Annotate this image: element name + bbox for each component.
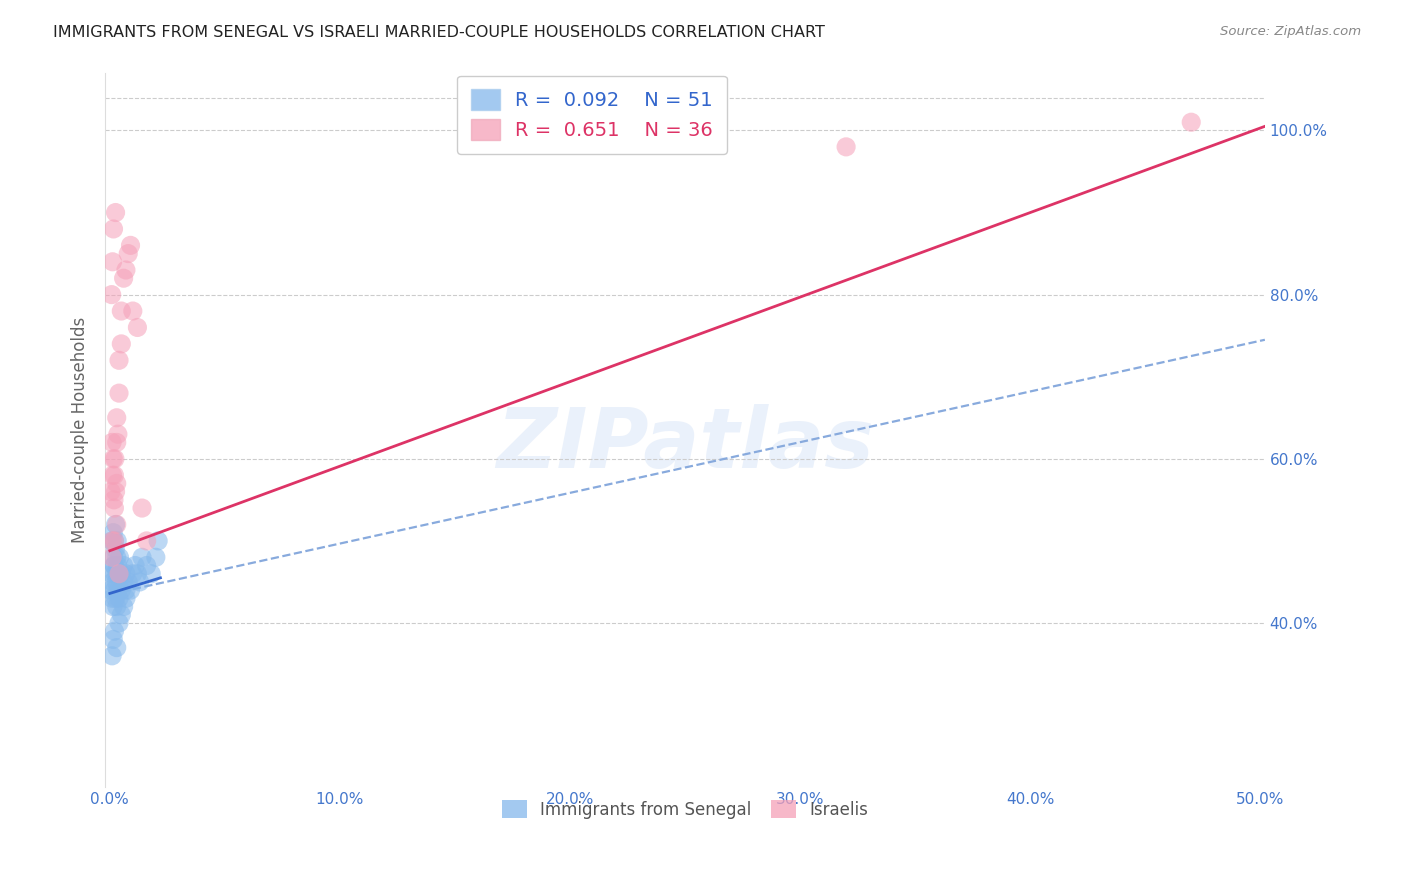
Point bbox=[100, 583, 122, 598]
Point bbox=[107, 583, 129, 598]
Point bbox=[101, 574, 124, 589]
Point bbox=[112, 599, 135, 614]
Point bbox=[108, 353, 131, 368]
Point bbox=[145, 550, 167, 565]
Point bbox=[101, 648, 124, 663]
Point bbox=[104, 451, 127, 466]
Point bbox=[112, 574, 135, 589]
Point bbox=[104, 517, 127, 532]
Point bbox=[135, 533, 157, 548]
Point bbox=[103, 222, 125, 236]
Point bbox=[115, 263, 138, 277]
Point bbox=[1180, 115, 1202, 129]
Point bbox=[103, 558, 125, 573]
Point bbox=[104, 591, 127, 606]
Point bbox=[127, 566, 149, 581]
Point bbox=[115, 566, 138, 581]
Point bbox=[104, 205, 127, 219]
Point bbox=[100, 287, 122, 301]
Point bbox=[101, 533, 124, 548]
Point bbox=[117, 574, 139, 589]
Point bbox=[135, 558, 157, 573]
Point bbox=[110, 566, 132, 581]
Point bbox=[112, 558, 135, 573]
Point bbox=[107, 558, 129, 573]
Point bbox=[121, 566, 143, 581]
Point bbox=[108, 386, 131, 401]
Point bbox=[103, 533, 125, 548]
Point bbox=[103, 525, 125, 540]
Point bbox=[103, 550, 125, 565]
Point bbox=[105, 599, 128, 614]
Point bbox=[103, 451, 125, 466]
Point bbox=[100, 484, 122, 499]
Point bbox=[115, 583, 138, 598]
Point bbox=[131, 550, 153, 565]
Point bbox=[121, 304, 143, 318]
Point bbox=[110, 607, 132, 622]
Point bbox=[120, 583, 142, 598]
Text: Source: ZipAtlas.com: Source: ZipAtlas.com bbox=[1220, 25, 1361, 38]
Point bbox=[141, 566, 163, 581]
Text: ZIPatlas: ZIPatlas bbox=[496, 404, 875, 485]
Point bbox=[110, 583, 132, 598]
Point bbox=[131, 501, 153, 516]
Point bbox=[124, 558, 146, 573]
Point bbox=[120, 238, 142, 252]
Point bbox=[105, 517, 128, 532]
Point bbox=[103, 583, 125, 598]
Point bbox=[105, 574, 128, 589]
Point bbox=[127, 320, 149, 334]
Point bbox=[104, 566, 127, 581]
Point bbox=[101, 254, 124, 268]
Point bbox=[103, 558, 125, 573]
Point bbox=[104, 542, 127, 557]
Point bbox=[105, 550, 128, 565]
Point bbox=[107, 427, 129, 442]
Legend: Immigrants from Senegal, Israelis: Immigrants from Senegal, Israelis bbox=[495, 794, 875, 825]
Point bbox=[112, 271, 135, 285]
Point bbox=[128, 574, 150, 589]
Text: IMMIGRANTS FROM SENEGAL VS ISRAELI MARRIED-COUPLE HOUSEHOLDS CORRELATION CHART: IMMIGRANTS FROM SENEGAL VS ISRAELI MARRI… bbox=[53, 25, 825, 40]
Point bbox=[108, 566, 131, 581]
Point bbox=[103, 624, 125, 639]
Point bbox=[101, 533, 124, 548]
Point bbox=[101, 468, 124, 483]
Point bbox=[101, 550, 124, 565]
Point bbox=[105, 533, 128, 548]
Point bbox=[100, 566, 122, 581]
Y-axis label: Married-couple Households: Married-couple Households bbox=[72, 317, 89, 543]
Point bbox=[105, 476, 128, 491]
Point bbox=[101, 435, 124, 450]
Point bbox=[105, 410, 128, 425]
Point bbox=[117, 246, 139, 260]
Point bbox=[108, 550, 131, 565]
Point bbox=[104, 484, 127, 499]
Point bbox=[110, 304, 132, 318]
Point bbox=[103, 632, 125, 647]
Point bbox=[105, 566, 128, 581]
Point bbox=[115, 591, 138, 606]
Point bbox=[103, 492, 125, 507]
Point bbox=[101, 599, 124, 614]
Point bbox=[105, 640, 128, 655]
Point bbox=[101, 591, 124, 606]
Point bbox=[108, 615, 131, 630]
Point bbox=[146, 533, 169, 548]
Point bbox=[103, 501, 125, 516]
Point bbox=[108, 566, 131, 581]
Point bbox=[108, 591, 131, 606]
Point bbox=[103, 468, 125, 483]
Point bbox=[835, 140, 858, 154]
Point bbox=[110, 337, 132, 351]
Point bbox=[105, 435, 128, 450]
Point bbox=[103, 533, 125, 548]
